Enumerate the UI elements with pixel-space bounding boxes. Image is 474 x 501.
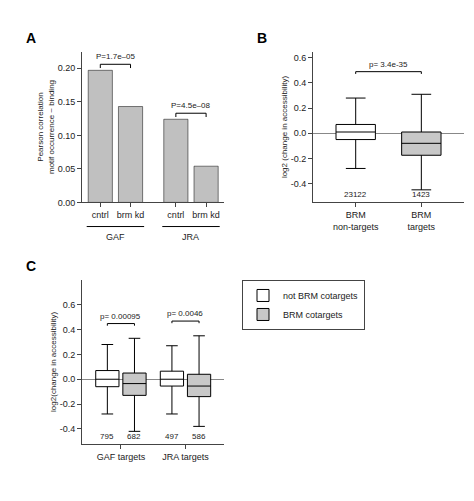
svg-text:0.6: 0.6 <box>63 300 76 310</box>
svg-text:log2(change in accessibility): log2(change in accessibility) <box>49 312 58 412</box>
svg-text:0.4: 0.4 <box>294 78 307 88</box>
svg-text:Pearson correlationmotif occur: Pearson correlationmotif occurrence ~ bi… <box>36 80 55 174</box>
svg-text:1423: 1423 <box>412 190 430 199</box>
svg-text:795: 795 <box>100 432 114 441</box>
svg-text:0.0: 0.0 <box>63 374 76 384</box>
svg-text:0.6: 0.6 <box>294 53 307 63</box>
svg-text:p= 3.4e-35: p= 3.4e-35 <box>369 60 408 69</box>
svg-text:JRA targets: JRA targets <box>162 452 209 462</box>
svg-text:JRA: JRA <box>182 232 199 242</box>
svg-text:GAF: GAF <box>106 232 125 242</box>
svg-text:0.00: 0.00 <box>58 198 76 208</box>
svg-text:log2 (change in accessibility): log2 (change in accessibility) <box>280 76 289 179</box>
svg-text:0.4: 0.4 <box>63 325 76 335</box>
svg-text:0.20: 0.20 <box>58 63 76 73</box>
svg-text:23122: 23122 <box>344 190 367 199</box>
svg-text:497: 497 <box>165 432 179 441</box>
svg-text:GAF targets: GAF targets <box>97 452 146 462</box>
svg-text:cntrl: cntrl <box>167 210 184 220</box>
svg-text:0.2: 0.2 <box>63 350 76 360</box>
svg-text:cntrl: cntrl <box>92 210 109 220</box>
svg-text:682: 682 <box>127 432 141 441</box>
svg-text:P=4.5e–08: P=4.5e–08 <box>171 101 210 110</box>
svg-text:0.05: 0.05 <box>58 164 76 174</box>
svg-text:0.15: 0.15 <box>58 97 76 107</box>
svg-text:-0.4: -0.4 <box>60 424 76 434</box>
svg-text:BRMnon-targets: BRMnon-targets <box>333 210 379 232</box>
svg-text:not BRM cotargets: not BRM cotargets <box>283 291 358 301</box>
svg-text:p= 0.0046: p= 0.0046 <box>167 309 203 318</box>
svg-text:brm kd: brm kd <box>117 210 145 220</box>
svg-text:brm kd: brm kd <box>192 210 220 220</box>
svg-text:0.2: 0.2 <box>294 103 307 113</box>
svg-text:P=1.7e–05: P=1.7e–05 <box>96 52 135 61</box>
svg-text:0.0: 0.0 <box>294 128 307 138</box>
svg-text:0.10: 0.10 <box>58 131 76 141</box>
svg-text:p= 0.00095: p= 0.00095 <box>100 312 141 321</box>
svg-text:C: C <box>26 258 36 274</box>
svg-text:-0.4: -0.4 <box>291 179 307 189</box>
svg-text:BRM cotargets: BRM cotargets <box>283 310 343 320</box>
svg-text:-0.2: -0.2 <box>291 154 307 164</box>
svg-text:BRMtargets: BRMtargets <box>408 210 436 232</box>
svg-text:B: B <box>257 30 267 46</box>
svg-text:A: A <box>26 30 36 46</box>
svg-text:586: 586 <box>192 432 206 441</box>
svg-text:-0.2: -0.2 <box>60 399 76 409</box>
